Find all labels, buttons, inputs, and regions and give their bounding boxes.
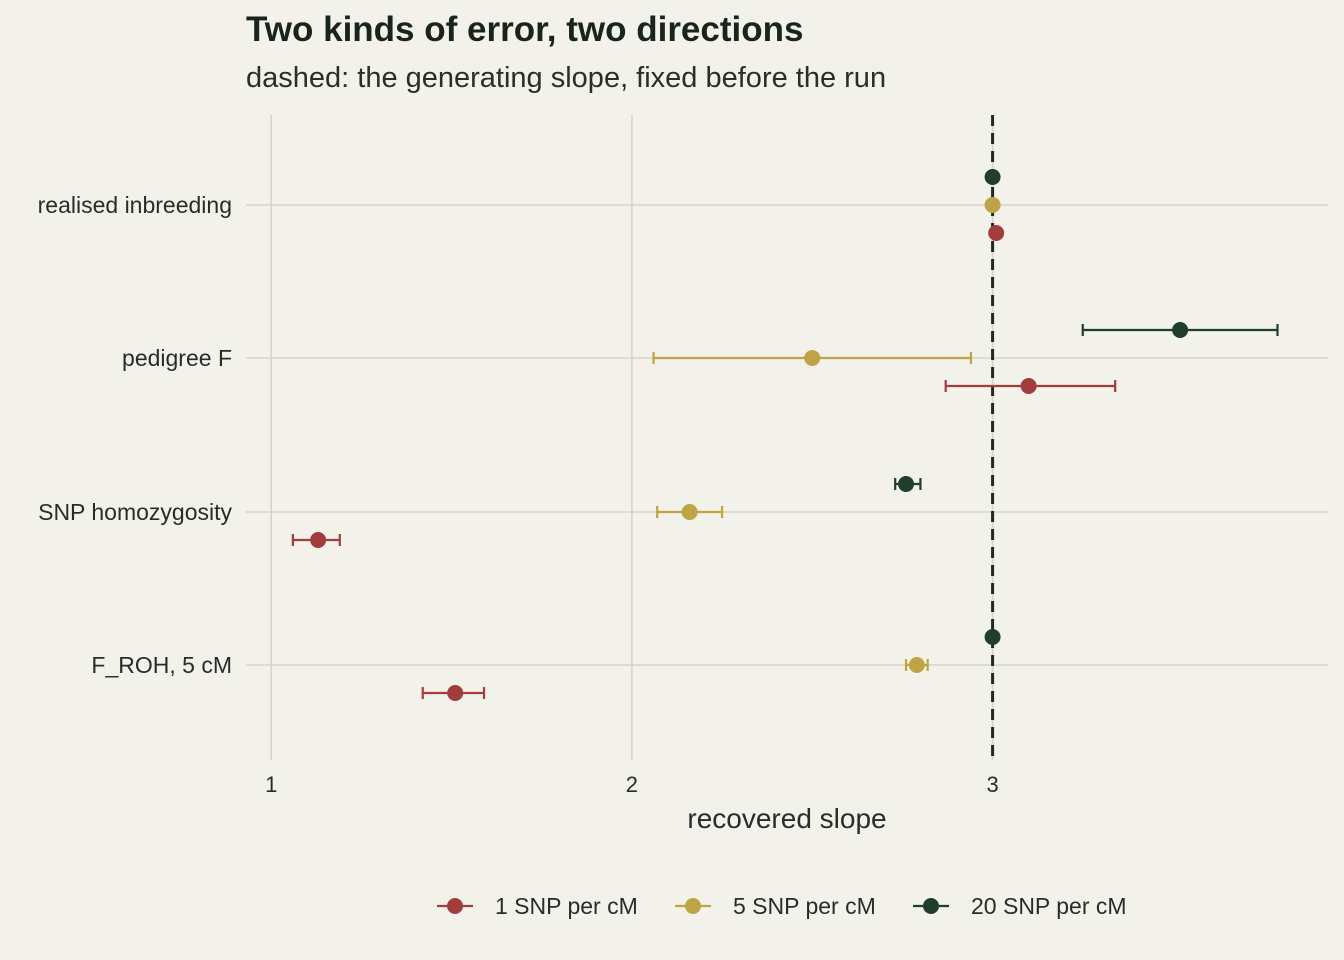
x-tick-label: 2 [626,772,638,797]
data-point [898,476,915,492]
data-point [984,197,1001,213]
y-axis-ticks: realised inbreeding pedigree F SNP homozyg… [38,192,233,678]
data-point-group [656,504,724,520]
legend-label: 20 SNP per cM [971,893,1127,919]
data-point-group [894,476,922,492]
data-point [804,350,821,366]
legend-item: 1 SNP per cM [437,893,638,919]
data-point-group [652,350,973,366]
data-point [984,169,1001,185]
grid-layer [246,115,1328,760]
legend: 1 SNP per cM 5 SNP per cM 20 SNP per cM [437,893,1127,919]
data-point-group [984,629,1001,645]
data-point [984,629,1001,645]
marks-layer [291,169,1279,701]
data-point-group [984,169,1001,185]
chart-subtitle: dashed: the generating slope, fixed befo… [246,62,887,94]
data-point [681,504,698,520]
legend-key-point [923,898,939,914]
x-tick-label: 1 [265,772,277,797]
data-point-group [291,532,341,548]
x-tick-label: 3 [986,772,998,797]
y-tick-label: SNP homozygosity [38,499,232,525]
legend-label: 1 SNP per cM [495,893,638,919]
y-tick-label: realised inbreeding [38,192,232,218]
legend-item: 20 SNP per cM [913,893,1127,919]
data-point [447,685,464,701]
legend-item: 5 SNP per cM [675,893,876,919]
legend-label: 5 SNP per cM [733,893,876,919]
data-point [1020,378,1037,394]
x-axis-label: recovered slope [687,803,886,834]
data-point-group [944,378,1117,394]
data-point-group [988,225,1005,241]
y-tick-label: pedigree F [122,345,232,371]
data-point-group [984,197,1001,213]
data-point-group [421,685,486,701]
legend-key-point [447,898,463,914]
data-point-group [904,657,929,673]
x-axis-ticks: 1 2 3 [265,772,999,797]
legend-key-point [685,898,701,914]
data-point [988,225,1005,241]
data-point [1172,322,1189,338]
data-point [908,657,925,673]
y-tick-label: F_ROH, 5 cM [91,652,232,678]
chart-title: Two kinds of error, two directions [246,10,804,49]
data-point-group [1081,322,1279,338]
data-point [310,532,327,548]
